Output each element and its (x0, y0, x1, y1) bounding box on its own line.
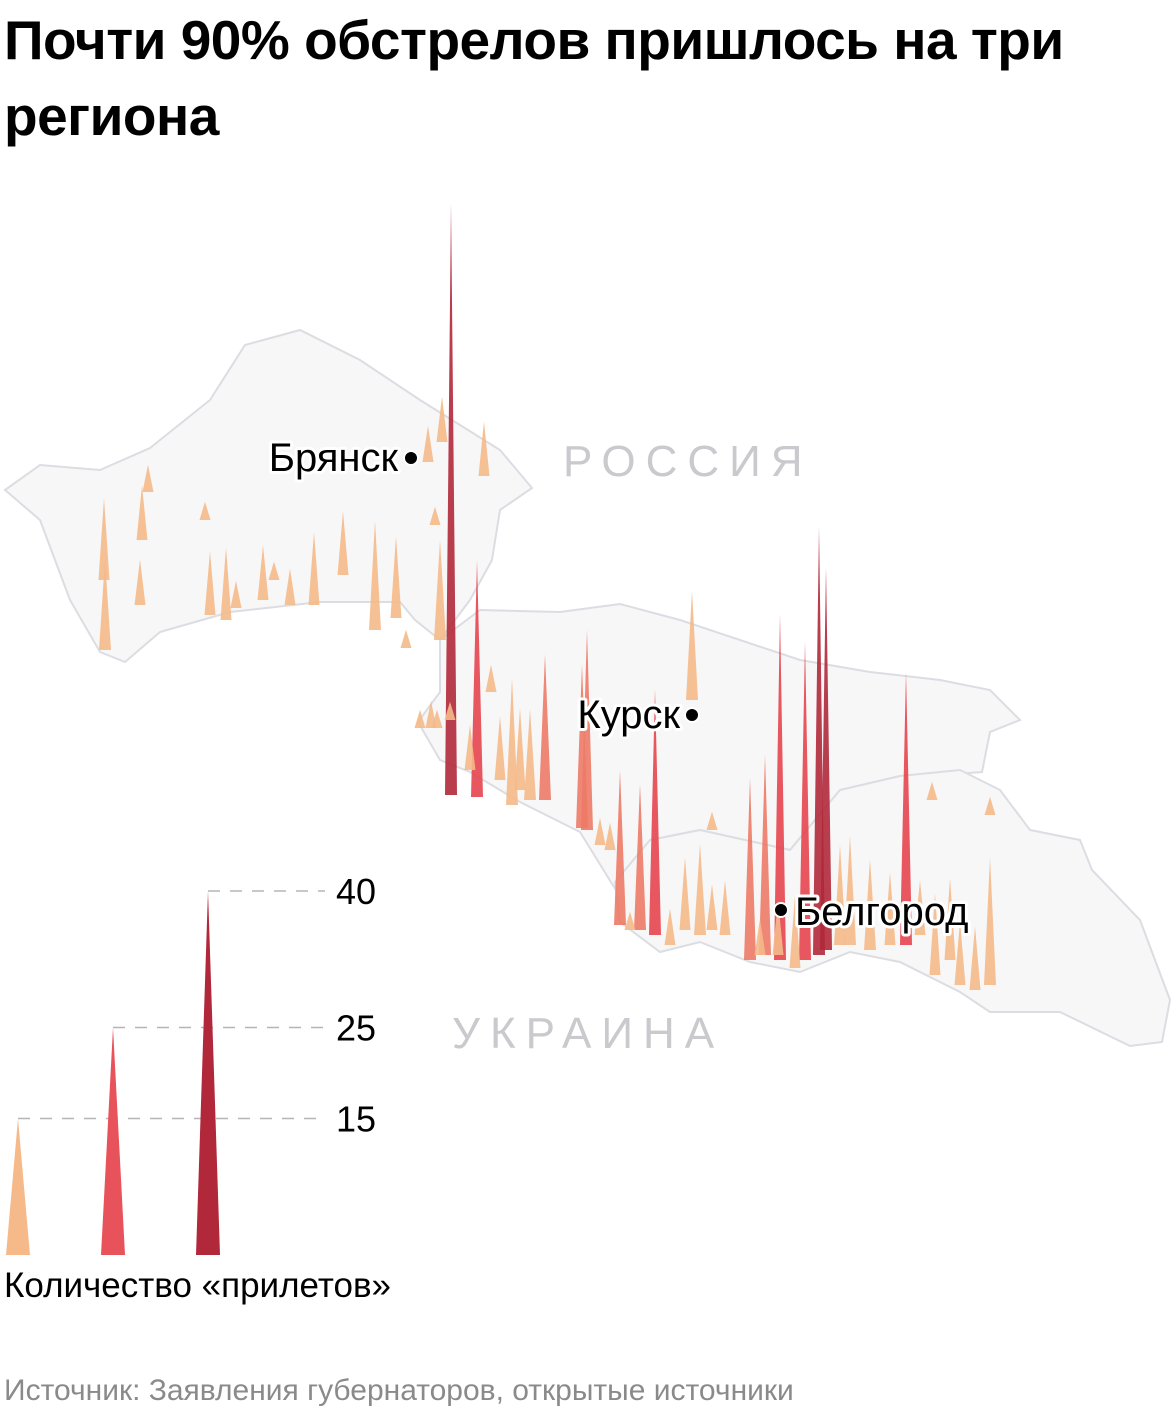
spike (774, 614, 786, 960)
spike (649, 689, 661, 935)
spike (799, 641, 811, 960)
spike (884, 872, 896, 945)
spike (431, 709, 443, 728)
spike (834, 844, 846, 945)
spike (220, 547, 232, 620)
region-bryansk (3, 328, 534, 664)
spike (204, 551, 216, 615)
spike (929, 893, 941, 975)
spike (706, 811, 718, 830)
source-note: Источник: Заявления губернаторов, открыт… (4, 1374, 794, 1407)
legend: 15 25 40 (6, 871, 376, 1255)
spike (864, 859, 876, 950)
country-label-russia: РОССИЯ (563, 437, 813, 486)
spike (99, 559, 111, 650)
spike (444, 701, 456, 720)
spike (369, 520, 381, 630)
spike (614, 770, 626, 925)
spike (136, 485, 148, 540)
spike (436, 396, 448, 442)
country-label-ukraine: УКРАИНА (452, 1009, 724, 1058)
spike (679, 857, 691, 930)
spike (944, 878, 956, 960)
spike (926, 781, 938, 800)
city-dot (684, 707, 700, 723)
spike (984, 796, 996, 815)
spike (422, 425, 434, 462)
spike (984, 857, 996, 985)
spike (624, 911, 636, 930)
city-dot (403, 450, 419, 466)
legend-label: Количество «прилетов» (4, 1266, 391, 1305)
spike (576, 664, 588, 828)
spikes (98, 203, 996, 990)
spike (594, 817, 606, 845)
city-dot (773, 902, 789, 918)
spike (400, 629, 412, 648)
spike (308, 532, 320, 605)
spike (230, 580, 242, 608)
city-label: Брянск (269, 436, 399, 480)
spike (514, 708, 526, 790)
spike (900, 672, 912, 945)
legend-spike (196, 891, 220, 1255)
spike (954, 921, 966, 985)
spike (759, 754, 771, 955)
spike (471, 560, 483, 797)
spike (429, 506, 441, 525)
spike (506, 677, 518, 805)
spike (268, 561, 280, 580)
spike (969, 926, 981, 990)
spike (199, 501, 211, 520)
city-label: Курск (577, 693, 680, 737)
spike (434, 539, 446, 640)
legend-tick-label: 40 (336, 871, 376, 912)
city-belgorod: Белгород (773, 887, 971, 937)
spike (719, 880, 731, 935)
spike (142, 464, 154, 492)
spike (445, 203, 457, 795)
spike (664, 908, 676, 945)
spike (754, 918, 766, 955)
legend-tick-label: 25 (336, 1008, 376, 1049)
legend-tick-label: 15 (336, 1099, 376, 1140)
legend-spike (101, 1027, 125, 1255)
city-kursk: Курск (574, 690, 700, 740)
city-bryansk: Брянск (266, 433, 419, 483)
spike (494, 716, 506, 780)
chart-title: Почти 90% обстрелов пришлось на три реги… (4, 9, 1064, 147)
spike (98, 498, 110, 580)
spike (414, 709, 426, 728)
spike (464, 724, 476, 770)
spike (524, 709, 536, 800)
spike (390, 536, 402, 618)
city-label: Белгород (795, 890, 968, 934)
spike (744, 778, 756, 960)
spike (257, 545, 269, 600)
spike (813, 527, 825, 955)
spike (789, 895, 801, 968)
spike (134, 559, 146, 605)
spike (478, 421, 490, 476)
spike (604, 822, 616, 850)
spike (706, 884, 718, 930)
legend-spike (6, 1118, 30, 1255)
spike (337, 511, 349, 575)
spike (686, 590, 698, 700)
spike (284, 568, 296, 605)
spike (772, 900, 784, 955)
spike (539, 654, 551, 800)
spike (634, 784, 646, 930)
spike (485, 664, 497, 692)
spike (914, 880, 926, 935)
spike (694, 844, 706, 935)
spike (844, 835, 856, 945)
